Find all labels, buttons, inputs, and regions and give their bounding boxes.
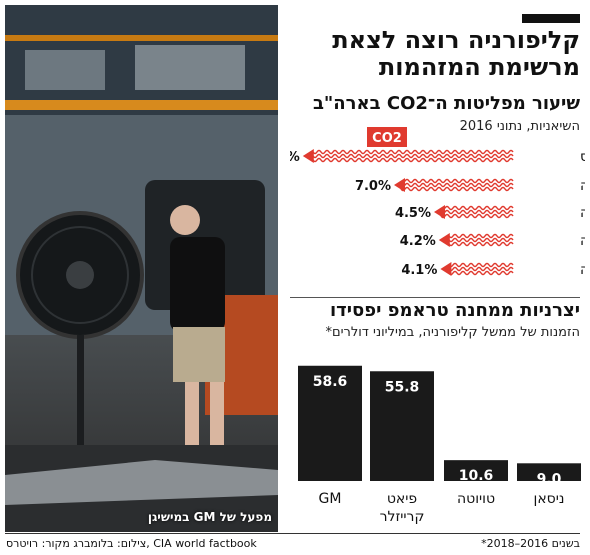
co2-wave-line xyxy=(400,186,514,192)
automaker-category-label: קרייזלר xyxy=(380,509,425,525)
co2-wave-line xyxy=(448,262,514,268)
co2-value-label: 4.5% xyxy=(395,206,431,221)
co2-wave-line xyxy=(312,157,514,163)
emissions-chart-title: שיעור מפליטות ה־CO2 בארה"ב xyxy=(312,93,580,114)
automaker-bar xyxy=(517,463,581,481)
co2-wave-line xyxy=(440,209,514,215)
header-accent-bar xyxy=(522,14,580,23)
co2-value-label: 4.1% xyxy=(401,263,437,278)
co2-category-label: פלורידה xyxy=(580,205,585,221)
co2-value-label: 12.7% xyxy=(290,150,300,165)
factory-photo: מפעל של GM במישיגן xyxy=(5,5,278,532)
automaker-category-label: טויוטה xyxy=(457,491,495,507)
co2-arrowhead xyxy=(434,205,445,219)
emissions-chart: 12.7% טקסס 7.0% קליפורניה 4.5% פלורידה 4.2% פנס… xyxy=(290,127,585,278)
automaker-value-label: 9.0 xyxy=(537,471,562,487)
co2-wave-line xyxy=(448,241,514,247)
section-divider xyxy=(290,297,580,298)
photo-caption: מפעל של GM במישיגן xyxy=(147,510,272,524)
co2-wave-line xyxy=(440,213,514,219)
automaker-category-label: ניסאן xyxy=(534,491,565,507)
co2-category-label: טקסס xyxy=(580,149,585,165)
co2-badge-label: CO2 xyxy=(372,131,402,146)
co2-category-label: קליפורניה xyxy=(580,178,585,194)
footer-note: *בשנים 2016–2018 xyxy=(481,537,580,550)
co2-wave-line xyxy=(448,237,514,243)
co2-category-label: לואיזיאנה xyxy=(580,262,585,278)
co2-arrowhead xyxy=(302,149,314,163)
co2-value-label: 7.0% xyxy=(355,179,391,194)
co2-wave-line xyxy=(440,205,514,211)
co2-arrowhead xyxy=(438,233,450,247)
co2-wave-line xyxy=(400,178,514,184)
emissions-chart-subtitle: השיאניות, נתוני 2016 xyxy=(459,119,580,134)
co2-wave-line xyxy=(312,149,514,155)
co2-bar: 7.0% קליפורניה xyxy=(355,178,585,194)
co2-bar: 12.7% טקסס xyxy=(290,149,585,165)
factory-photo-illustration xyxy=(5,5,278,532)
co2-badge: CO2 xyxy=(367,127,407,147)
co2-bar: 4.2% פנסילבניה xyxy=(400,233,585,249)
co2-wave-line xyxy=(448,270,514,276)
headline-line2: מרשימת המזהמות xyxy=(378,53,580,81)
co2-bar: 4.5% פלורידה xyxy=(395,205,585,221)
co2-value-label: 4.2% xyxy=(400,234,436,249)
co2-wave-line xyxy=(400,182,514,188)
footer-credits: צילום: בלומברג מקור: רויטרס, CIA world f… xyxy=(6,537,257,550)
automaker-category-label: GM xyxy=(319,491,342,507)
automaker-value-label: 55.8 xyxy=(385,379,420,395)
co2-arrowhead xyxy=(440,262,452,276)
co2-wave-line xyxy=(448,233,514,239)
co2-wave-line xyxy=(448,266,514,272)
automakers-chart: 58.6 GM 55.8 פיאט קרייזלר 10.6 טויוטה 9.0 ניסאן xyxy=(298,365,581,525)
headline-line1: קליפורניה רוצה לצאת xyxy=(332,26,580,54)
co2-category-label: פנסילבניה xyxy=(580,233,585,249)
co2-bar: 4.1% לואיזיאנה xyxy=(401,262,585,278)
automaker-bar xyxy=(298,365,362,481)
co2-arrowhead xyxy=(394,178,405,192)
automaker-bar xyxy=(444,460,508,481)
automaker-value-label: 10.6 xyxy=(459,468,494,484)
automaker-bar xyxy=(370,371,434,481)
automaker-category-label: פיאט xyxy=(387,491,417,507)
co2-wave-line xyxy=(312,153,514,159)
footer-divider xyxy=(5,533,580,534)
automaker-value-label: 58.6 xyxy=(313,374,348,390)
automakers-chart-subtitle: הזמנות של ממשל קליפורניה, במיליוני דולרי… xyxy=(325,325,581,340)
automakers-chart-title: יצרניות ממחנה טראמפ יפסידו xyxy=(329,300,580,321)
